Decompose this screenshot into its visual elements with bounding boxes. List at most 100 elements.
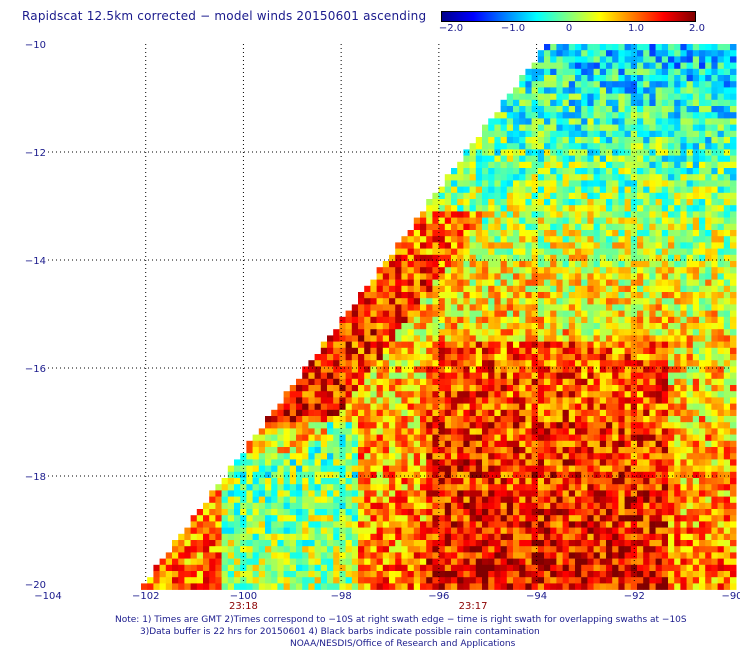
heatmap-cell — [581, 75, 588, 82]
heatmap-cell — [562, 459, 570, 466]
heatmap-cell — [692, 236, 700, 243]
heatmap-cell — [426, 496, 433, 504]
heatmap-cell — [692, 261, 700, 268]
heatmap-cell — [606, 211, 613, 218]
heatmap-cell — [730, 409, 737, 417]
heatmap-cell — [711, 180, 718, 187]
heatmap-cell — [674, 248, 681, 256]
heatmap-cell — [686, 124, 694, 132]
heatmap-cell — [494, 329, 501, 336]
heatmap-cell — [575, 180, 582, 187]
heatmap-cell — [717, 279, 725, 287]
heatmap-cell — [723, 161, 731, 169]
heatmap-cell — [661, 372, 669, 380]
heatmap-cell — [525, 267, 532, 274]
heatmap-cell — [556, 484, 563, 491]
heatmap-cell — [339, 422, 346, 429]
heatmap-cell — [624, 267, 632, 274]
heatmap-cell — [717, 409, 725, 417]
heatmap-cell — [364, 515, 371, 522]
heatmap-cell — [699, 298, 706, 305]
heatmap-cell — [612, 186, 619, 194]
heatmap-cell — [550, 434, 557, 442]
heatmap-cell — [252, 471, 260, 479]
heatmap-cell — [283, 540, 291, 547]
heatmap-cell — [550, 56, 557, 63]
heatmap-cell — [637, 205, 644, 212]
heatmap-cell — [494, 298, 501, 305]
heatmap-cell — [525, 186, 532, 194]
heatmap-cell — [221, 540, 229, 547]
heatmap-cell — [500, 341, 508, 349]
heatmap-cell — [562, 267, 570, 274]
heatmap-cell — [345, 329, 353, 336]
heatmap-cell — [513, 174, 520, 181]
heatmap-cell — [382, 515, 390, 522]
heatmap-cell — [426, 261, 433, 268]
heatmap-cell — [618, 211, 625, 218]
heatmap-cell — [581, 546, 588, 553]
heatmap-cell — [637, 149, 644, 156]
heatmap-cell — [413, 236, 421, 243]
heatmap-cell — [661, 192, 669, 200]
heatmap-cell — [568, 360, 576, 367]
heatmap-cell — [556, 335, 563, 342]
heatmap-cell — [599, 68, 607, 76]
heatmap-cell — [730, 471, 737, 479]
heatmap-cell — [562, 81, 570, 88]
heatmap-cell — [686, 372, 694, 380]
heatmap-cell — [637, 391, 644, 398]
heatmap-cell — [506, 496, 514, 504]
heatmap-cell — [339, 397, 346, 404]
heatmap-cell — [674, 50, 681, 57]
heatmap-cell — [581, 161, 588, 169]
heatmap-cell — [556, 223, 563, 231]
heatmap-cell — [562, 527, 570, 535]
heatmap-cell — [599, 143, 607, 150]
heatmap-cell — [463, 230, 470, 237]
heatmap-cell — [438, 261, 446, 268]
heatmap-cell — [568, 217, 576, 225]
heatmap-cell — [699, 130, 706, 138]
heatmap-cell — [196, 533, 204, 541]
heatmap-cell — [705, 124, 712, 132]
heatmap-cell — [618, 44, 625, 51]
heatmap-cell — [438, 366, 446, 373]
heatmap-cell — [575, 130, 582, 138]
heatmap-cell — [289, 515, 297, 522]
heatmap-cell — [618, 56, 625, 63]
heatmap-cell — [444, 546, 452, 553]
heatmap-cell — [537, 360, 545, 367]
heatmap-cell — [723, 174, 731, 181]
heatmap-cell — [444, 230, 452, 237]
heatmap-cell — [730, 155, 737, 163]
heatmap-cell — [469, 459, 477, 466]
heatmap-cell — [401, 372, 408, 380]
heatmap-cell — [469, 509, 477, 516]
heatmap-cell — [581, 130, 588, 138]
heatmap-cell — [606, 62, 613, 70]
heatmap-cell — [370, 397, 377, 404]
heatmap-cell — [500, 310, 508, 318]
heatmap-cell — [537, 484, 545, 491]
heatmap-cell — [265, 515, 272, 522]
heatmap-cell — [488, 298, 495, 305]
heatmap-cell — [531, 292, 539, 299]
heatmap-cell — [730, 44, 737, 51]
heatmap-cell — [358, 341, 365, 349]
heatmap-cell — [345, 459, 353, 466]
heatmap-cell — [717, 285, 725, 293]
heatmap-cell — [618, 540, 625, 547]
heatmap-cell — [420, 217, 427, 225]
heatmap-cell — [550, 254, 557, 262]
heatmap-cell — [432, 354, 439, 361]
heatmap-cell — [358, 304, 365, 311]
heatmap-cell — [376, 515, 384, 522]
heatmap-cell — [630, 372, 638, 380]
heatmap-cell — [637, 68, 644, 76]
heatmap-cell — [494, 347, 501, 355]
heatmap-cell — [730, 509, 737, 516]
heatmap-cell — [339, 515, 346, 522]
heatmap-cell — [705, 471, 712, 479]
heatmap-cell — [717, 329, 725, 336]
